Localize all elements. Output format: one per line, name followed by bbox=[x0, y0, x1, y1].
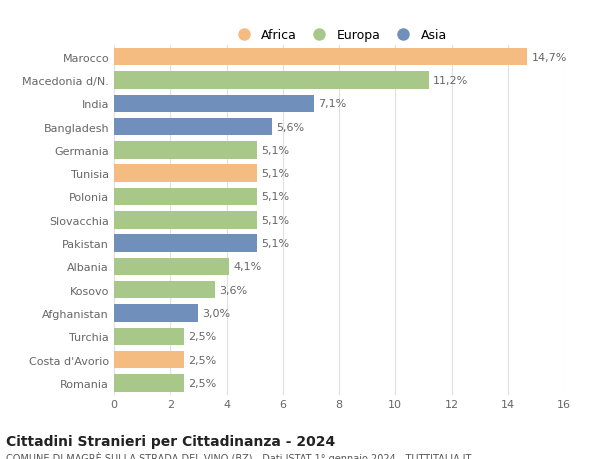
Bar bbox=[114, 72, 429, 90]
Bar bbox=[114, 328, 184, 345]
Text: 3,6%: 3,6% bbox=[220, 285, 248, 295]
Bar bbox=[114, 305, 199, 322]
Bar bbox=[114, 235, 257, 252]
Bar bbox=[114, 351, 184, 369]
Bar bbox=[114, 258, 229, 275]
Bar bbox=[114, 188, 257, 206]
Text: 14,7%: 14,7% bbox=[532, 52, 567, 62]
Text: 5,6%: 5,6% bbox=[276, 122, 304, 132]
Bar bbox=[114, 118, 271, 136]
Text: 5,1%: 5,1% bbox=[262, 239, 290, 249]
Bar bbox=[114, 281, 215, 299]
Text: Cittadini Stranieri per Cittadinanza - 2024: Cittadini Stranieri per Cittadinanza - 2… bbox=[6, 434, 335, 448]
Bar bbox=[114, 49, 527, 66]
Text: 7,1%: 7,1% bbox=[318, 99, 346, 109]
Bar bbox=[114, 165, 257, 183]
Bar bbox=[114, 142, 257, 159]
Bar bbox=[114, 95, 314, 113]
Text: 2,5%: 2,5% bbox=[188, 378, 217, 388]
Text: 5,1%: 5,1% bbox=[262, 146, 290, 156]
Text: 11,2%: 11,2% bbox=[433, 76, 469, 86]
Text: COMUNE DI MAGRÈ SULLA STRADA DEL VINO (BZ) - Dati ISTAT 1° gennaio 2024 - TUTTIT: COMUNE DI MAGRÈ SULLA STRADA DEL VINO (B… bbox=[6, 451, 472, 459]
Text: 4,1%: 4,1% bbox=[233, 262, 262, 272]
Text: 2,5%: 2,5% bbox=[188, 355, 217, 365]
Legend: Africa, Europa, Asia: Africa, Europa, Asia bbox=[226, 24, 452, 47]
Bar bbox=[114, 375, 184, 392]
Bar bbox=[114, 212, 257, 229]
Text: 3,0%: 3,0% bbox=[203, 308, 231, 319]
Text: 5,1%: 5,1% bbox=[262, 215, 290, 225]
Text: 5,1%: 5,1% bbox=[262, 192, 290, 202]
Text: 5,1%: 5,1% bbox=[262, 169, 290, 179]
Text: 2,5%: 2,5% bbox=[188, 331, 217, 341]
